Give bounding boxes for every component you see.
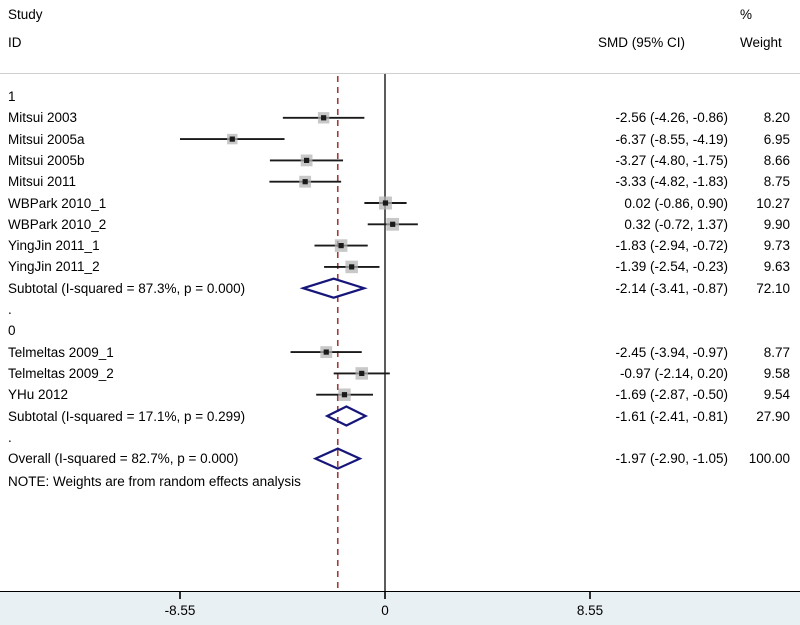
axis-top-line xyxy=(0,591,800,592)
axis-tick-label-right: 8.55 xyxy=(576,603,604,618)
effect-estimate-value: -2.45 (-3.94, -0.97) xyxy=(615,344,728,360)
study-label: WBPark 2010_2 xyxy=(8,216,107,232)
header-weight-label: Weight xyxy=(740,35,782,50)
subtotal-label: Subtotal (I-squared = 87.3%, p = 0.000) xyxy=(8,280,246,296)
spacer-label: . xyxy=(8,302,12,317)
weight-value: 9.90 xyxy=(763,216,790,232)
subtotal-label: Subtotal (I-squared = 17.1%, p = 0.299) xyxy=(8,408,246,424)
study-label: Mitsui 2005b xyxy=(8,152,85,168)
spacer-label: . xyxy=(8,429,12,445)
weight-value: 72.10 xyxy=(756,280,790,296)
effect-estimate-value: -6.37 (-8.55, -4.19) xyxy=(615,131,728,147)
effect-estimate-value: -1.69 (-2.87, -0.50) xyxy=(615,387,728,403)
study-label: Telmeltas 2009_1 xyxy=(8,344,114,360)
weight-value: 9.73 xyxy=(763,238,790,254)
header-study-label: Study xyxy=(8,7,43,22)
effect-estimate-value: 0.32 (-0.72, 1.37) xyxy=(624,216,728,232)
axis-tick-label-mid: 0 xyxy=(381,603,389,618)
weight-value: 27.90 xyxy=(756,408,790,424)
effect-estimate-value: -2.14 (-3.41, -0.87) xyxy=(615,280,728,296)
axis-tick-label-left: -8.55 xyxy=(164,603,196,618)
weight-value: 9.58 xyxy=(763,365,790,381)
study-label: YHu 2012 xyxy=(8,387,69,403)
effect-estimate-value: -3.33 (-4.82, -1.83) xyxy=(615,174,728,190)
weight-value: 6.95 xyxy=(763,131,790,147)
header-smd-label: SMD (95% CI) xyxy=(598,35,686,50)
weight-value: 8.77 xyxy=(763,344,790,360)
header-separator-line xyxy=(0,73,800,74)
study-label: WBPark 2010_1 xyxy=(8,195,107,211)
weight-value: 9.54 xyxy=(763,387,790,403)
effect-estimate-value: -1.97 (-2.90, -1.05) xyxy=(615,451,728,467)
header-id-label: ID xyxy=(8,35,22,50)
effect-estimate-value: -2.56 (-4.26, -0.86) xyxy=(615,110,728,126)
study-label: Mitsui 2003 xyxy=(8,110,78,126)
weight-value: 8.75 xyxy=(763,174,790,190)
weight-value: 100.00 xyxy=(748,451,790,467)
effect-estimate-value: -1.61 (-2.41, -0.81) xyxy=(615,408,728,424)
weight-value: 8.66 xyxy=(763,152,790,168)
effect-estimate-value: 0.02 (-0.86, 0.90) xyxy=(624,195,728,211)
effect-estimate-value: -1.83 (-2.94, -0.72) xyxy=(615,238,728,254)
weight-value: 10.27 xyxy=(756,195,790,211)
weight-value: 8.20 xyxy=(763,110,790,126)
header-percent-label: % xyxy=(740,7,753,22)
weight-value: 9.63 xyxy=(763,259,790,275)
group-label: 1 xyxy=(8,89,16,104)
study-label: Mitsui 2011 xyxy=(8,174,77,190)
effect-estimate-value: -1.39 (-2.54, -0.23) xyxy=(615,259,728,275)
study-label: YingJin 2011_1 xyxy=(8,238,100,254)
group-label: 0 xyxy=(8,323,16,339)
overall-label: Overall (I-squared = 82.7%, p = 0.000) xyxy=(8,451,239,467)
effect-estimate-value: -0.97 (-2.14, 0.20) xyxy=(619,365,728,381)
study-label: Telmeltas 2009_2 xyxy=(8,365,114,381)
study-label: Mitsui 2005a xyxy=(8,131,85,147)
effect-estimate-value: -3.27 (-4.80, -1.75) xyxy=(615,152,728,168)
axis-band xyxy=(0,592,800,625)
weights-note: NOTE: Weights are from random effects an… xyxy=(8,474,301,490)
study-label: YingJin 2011_2 xyxy=(8,259,100,275)
